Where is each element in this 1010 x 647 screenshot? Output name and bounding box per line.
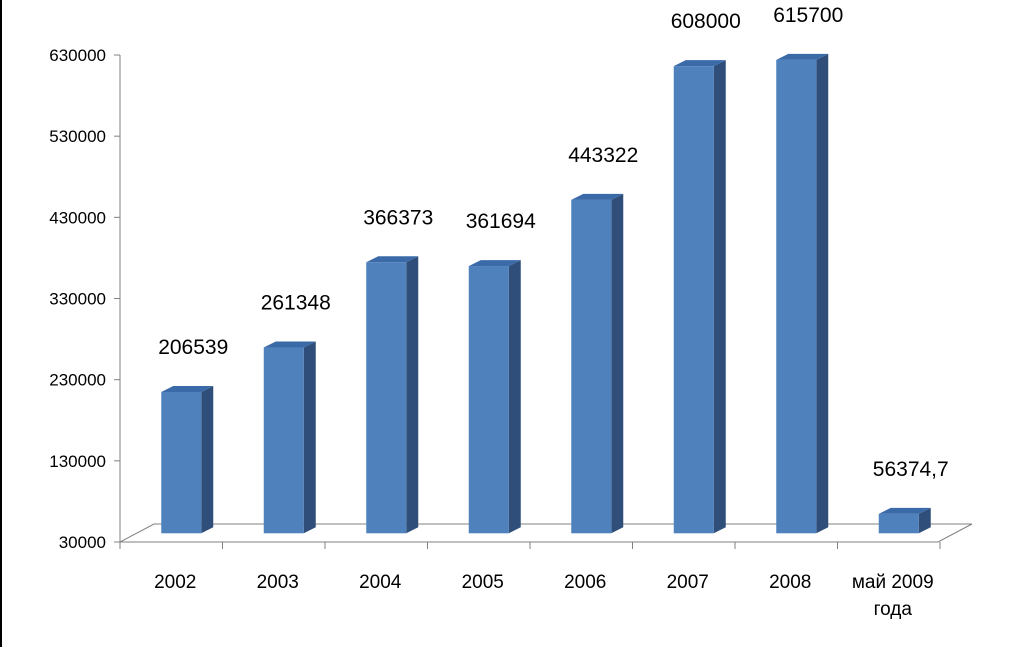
bar-side xyxy=(201,386,214,534)
bar-front xyxy=(673,66,714,534)
data-label: 615700 xyxy=(773,4,843,27)
y-tick-label: 30000 xyxy=(59,533,106,552)
chart-axes xyxy=(114,54,941,549)
bar xyxy=(673,60,726,534)
bar xyxy=(468,260,521,534)
bar-side xyxy=(816,53,829,534)
y-tick-label: 130000 xyxy=(49,452,106,471)
y-tick-label: 530000 xyxy=(49,127,106,146)
bar-side xyxy=(918,507,931,534)
data-label: 366373 xyxy=(363,206,433,229)
bar-front xyxy=(161,392,202,534)
data-label: 206539 xyxy=(158,336,228,359)
data-label: 608000 xyxy=(671,10,741,33)
bar-side xyxy=(713,60,726,534)
category-label: 2004 xyxy=(359,572,402,593)
category-label: 2006 xyxy=(564,572,606,593)
y-tick-label: 630000 xyxy=(49,46,106,65)
data-label: 56374,7 xyxy=(873,458,949,481)
chart-bars xyxy=(161,53,931,534)
bar-side xyxy=(611,193,624,534)
category-label: года xyxy=(874,599,913,620)
category-label: 2003 xyxy=(257,572,299,593)
bar-top xyxy=(776,53,829,60)
bar-side xyxy=(508,260,521,534)
bar-top xyxy=(366,256,419,263)
bar-top xyxy=(161,386,214,393)
category-label: 2007 xyxy=(667,572,709,593)
data-label: 361694 xyxy=(466,210,536,233)
bar xyxy=(263,341,316,534)
bar-front xyxy=(366,262,407,534)
bar-side xyxy=(303,341,316,534)
category-label: май 2009 xyxy=(852,572,934,593)
y-tick-label: 430000 xyxy=(49,208,106,227)
bar xyxy=(776,53,829,534)
bar-top xyxy=(263,341,316,348)
bar-top xyxy=(673,60,726,67)
bar-front xyxy=(776,59,817,534)
bar xyxy=(878,507,931,534)
bar-top xyxy=(468,260,521,267)
bar xyxy=(161,386,214,534)
bar-side xyxy=(406,256,419,534)
bar xyxy=(571,193,624,534)
category-label: 2008 xyxy=(769,572,811,593)
category-label: 2005 xyxy=(462,572,504,593)
data-label: 261348 xyxy=(261,292,331,315)
y-tick-label: 230000 xyxy=(49,371,106,390)
bar-front xyxy=(571,199,612,534)
category-label: 2002 xyxy=(154,572,196,593)
bar-top xyxy=(878,507,931,514)
bar-front xyxy=(263,347,304,534)
bar-top xyxy=(571,193,624,200)
floor-outline xyxy=(119,523,973,543)
data-label: 443322 xyxy=(568,144,638,167)
chart-labels: 30000 130000 230000 330000 430000 530000 63000… xyxy=(49,4,948,620)
chart-floor xyxy=(119,523,973,543)
bar xyxy=(366,256,419,534)
bar-front xyxy=(878,513,919,534)
y-tick-label: 330000 xyxy=(49,290,106,309)
bar-front xyxy=(468,266,509,534)
